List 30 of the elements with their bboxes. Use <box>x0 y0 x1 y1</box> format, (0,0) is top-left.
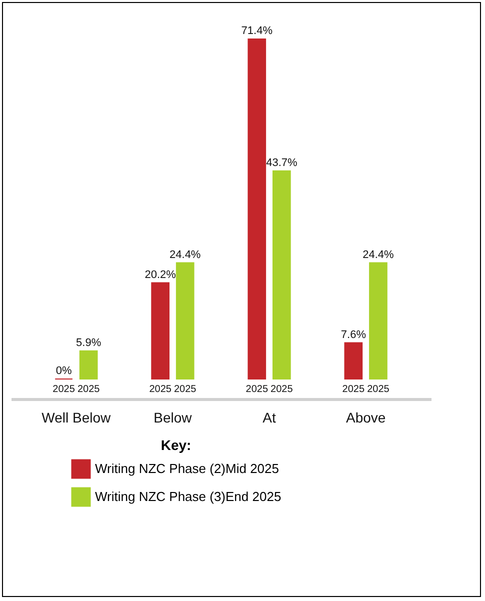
annotation: 2025 <box>149 384 172 395</box>
data-label: 20.2% <box>144 268 176 281</box>
x-tick-label: Above <box>346 410 386 426</box>
data-label: 24.4% <box>362 248 394 261</box>
annotation: 2025 <box>77 384 100 395</box>
bar <box>369 262 388 380</box>
annotation: 2025 <box>367 384 390 395</box>
annotation: 2025 <box>174 384 197 395</box>
data-label: 43.7% <box>266 156 298 169</box>
data-label: 24.4% <box>170 248 201 261</box>
bar <box>344 342 363 380</box>
bar <box>176 262 194 380</box>
legend-label: Writing NZC Phase (2)Mid 2025 <box>95 461 279 476</box>
annotation: 2025 <box>342 384 365 395</box>
annotation: 2025 <box>246 384 268 395</box>
bar <box>272 170 291 380</box>
bar <box>248 38 266 380</box>
annotation: 2025 <box>52 384 76 395</box>
data-label: 0% <box>56 365 72 377</box>
legend-title: Key: <box>160 437 192 453</box>
data-label: 5.9% <box>76 336 102 349</box>
data-label: 71.4% <box>241 25 273 37</box>
x-tick-label: Below <box>154 410 193 426</box>
annotation: 2025 <box>270 384 294 395</box>
x-tick-label: Well Below <box>42 410 112 426</box>
legend-label: Writing NZC Phase (3)End 2025 <box>95 489 282 504</box>
data-label: 7.6% <box>340 328 366 341</box>
bar <box>151 282 170 380</box>
x-tick-label: At <box>262 410 276 426</box>
bar <box>79 350 98 380</box>
